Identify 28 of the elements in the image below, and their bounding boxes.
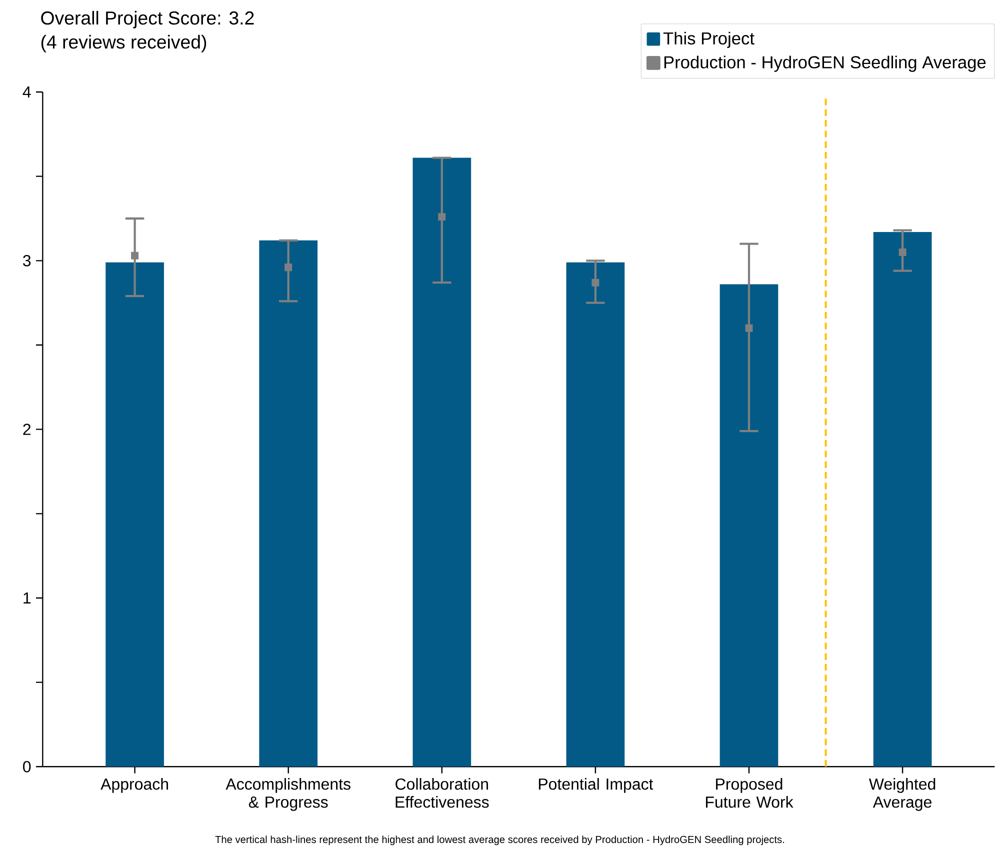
x-tick-label: Proposed Future Work — [706, 778, 794, 808]
bar — [412, 158, 472, 767]
x-tick-label: Potential Impact — [538, 778, 654, 793]
chart-subtitle: (4 reviews received) — [41, 34, 206, 52]
bar — [259, 240, 318, 767]
point — [438, 212, 446, 220]
point — [284, 264, 292, 271]
legend-label: This Project — [663, 32, 754, 48]
y-tick-label: 3 — [23, 254, 31, 266]
point — [592, 278, 600, 286]
point — [131, 252, 139, 260]
bar — [106, 262, 164, 767]
x-tick-label: Accomplishments & Progress — [226, 778, 350, 811]
legend-label: Production - HydroGEN Seedling Average — [664, 56, 986, 72]
y-tick-label: 0 — [23, 760, 31, 772]
point — [745, 324, 753, 332]
point — [898, 248, 906, 256]
x-tick-label: Weighted Average — [868, 778, 936, 811]
bar — [873, 232, 932, 767]
chart-title: Overall Project Score: 3.2 — [41, 10, 254, 28]
y-tick-label: 2 — [23, 424, 31, 435]
y-tick-label: 1 — [24, 592, 31, 604]
y-tick-label: 4 — [22, 86, 31, 98]
x-tick-label: Approach — [100, 778, 168, 793]
text: The vertical hash-lines represent the highest and lowest average scores received by Production - HydroGEN Seedling projects. — [215, 835, 784, 845]
bar — [566, 262, 625, 767]
bar — [720, 284, 778, 767]
x-tick-label: Collaboration Effectiveness — [396, 778, 489, 808]
